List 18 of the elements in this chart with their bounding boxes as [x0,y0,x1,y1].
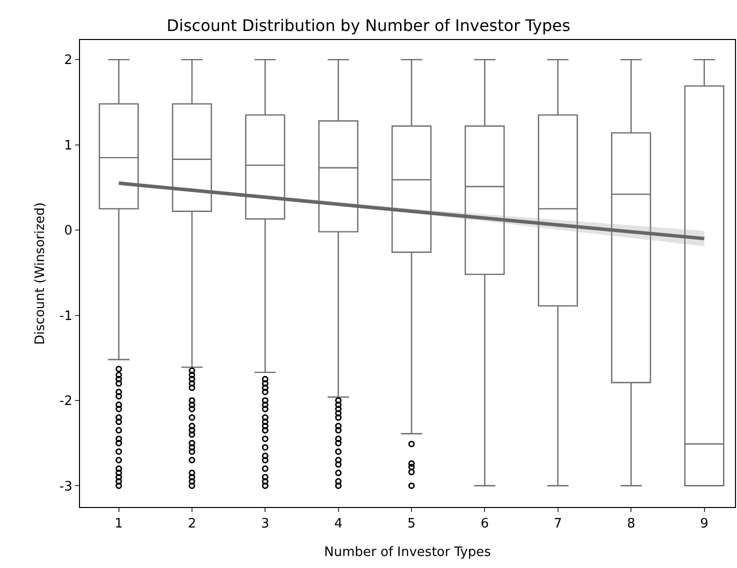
x-axis-title: Number of Investor Types [324,545,492,560]
x-tick-label: 6 [480,516,489,532]
x-tick-label: 9 [700,516,708,532]
x-tick-label: 4 [334,516,342,532]
x-tick-label: 3 [261,516,270,532]
y-tick-label: -1 [59,308,72,324]
x-tick-label: 8 [626,516,636,532]
x-tick-label: 5 [407,516,416,532]
y-tick-label: 2 [64,53,72,68]
x-tick-label: 7 [554,516,562,532]
y-axis-title: Discount (Winsorized) [33,202,48,345]
x-tick-label: 2 [188,516,196,532]
y-tick-label: 0 [64,224,72,239]
y-tick-label: 1 [64,138,72,154]
y-tick-label: -2 [59,394,72,410]
chart-title: Discount Distribution by Number of Investor Types [166,16,570,36]
y-tick-label: -3 [59,479,72,494]
x-tick-label: 1 [114,516,123,532]
